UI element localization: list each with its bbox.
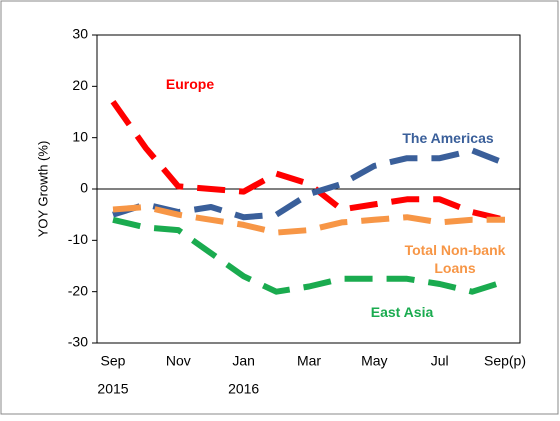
series-label: Total Non-bank Loans (404, 242, 506, 276)
series-line (112, 204, 505, 236)
x-year-label: 2015 (97, 381, 128, 397)
y-tick-label: -20 (68, 282, 88, 298)
series-line (112, 147, 507, 221)
y-axis-label: YOY Growth (%) (35, 141, 50, 238)
series-label: Europe (165, 76, 215, 92)
x-tick-label: Sep(p) (484, 353, 526, 369)
x-tick-label: Mar (297, 353, 321, 369)
x-tick-label: Jul (431, 353, 449, 369)
y-tick-label: -10 (68, 231, 88, 247)
series-label: East Asia (370, 304, 434, 320)
y-tick-label: 30 (72, 26, 88, 42)
x-tick-label: Jan (232, 353, 255, 369)
y-tick-label: -30 (68, 334, 88, 350)
y-tick-label: 0 (80, 180, 88, 196)
y-tick-label: 10 (72, 128, 88, 144)
series-line (112, 216, 506, 295)
x-year-label: 2016 (228, 381, 259, 397)
x-tick-label: Sep (101, 353, 126, 369)
y-tick-label: 20 (72, 77, 88, 93)
x-tick-label: May (361, 353, 387, 369)
series-line (110, 99, 506, 223)
x-tick-label: Nov (166, 353, 191, 369)
series-label: The Americas (402, 130, 494, 146)
